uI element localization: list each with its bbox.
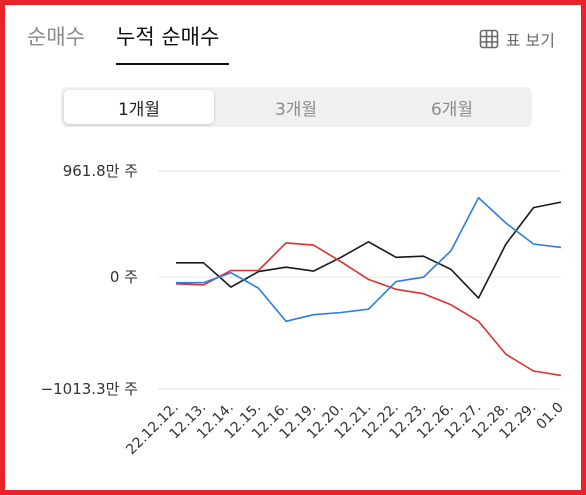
period-selector: 1개월 3개월 6개월 [61,87,532,127]
series-line [175,242,562,377]
y-axis-labels: 961.8만 주 0 주 −1013.3만 주 [41,162,138,398]
active-tab-indicator [116,63,229,65]
y-tick-label: 0 주 [110,268,138,286]
x-tick-label: 01.0 [533,400,566,433]
period-6-months[interactable]: 6개월 [430,99,474,120]
tab-net-buy[interactable]: 순매수 [27,25,85,49]
x-axis-labels: 22.12.12.12.13.12.14.12.15.12.16.12.19.1… [123,400,567,459]
series-line [176,196,562,323]
grid-icon [479,29,499,49]
y-tick-label: −1013.3만 주 [41,380,138,398]
period-3-months[interactable]: 3개월 [274,99,318,120]
table-view-label: 표 보기 [505,31,555,50]
table-view-button[interactable]: 표 보기 [479,27,555,51]
y-tick-label: 961.8만 주 [63,162,138,180]
series-lines [175,196,562,377]
tab-cumulative-net-buy[interactable]: 누적 순매수 [116,25,220,49]
grid-lines [158,170,561,390]
period-1-month[interactable]: 1개월 [64,90,214,124]
series-line [176,201,562,299]
